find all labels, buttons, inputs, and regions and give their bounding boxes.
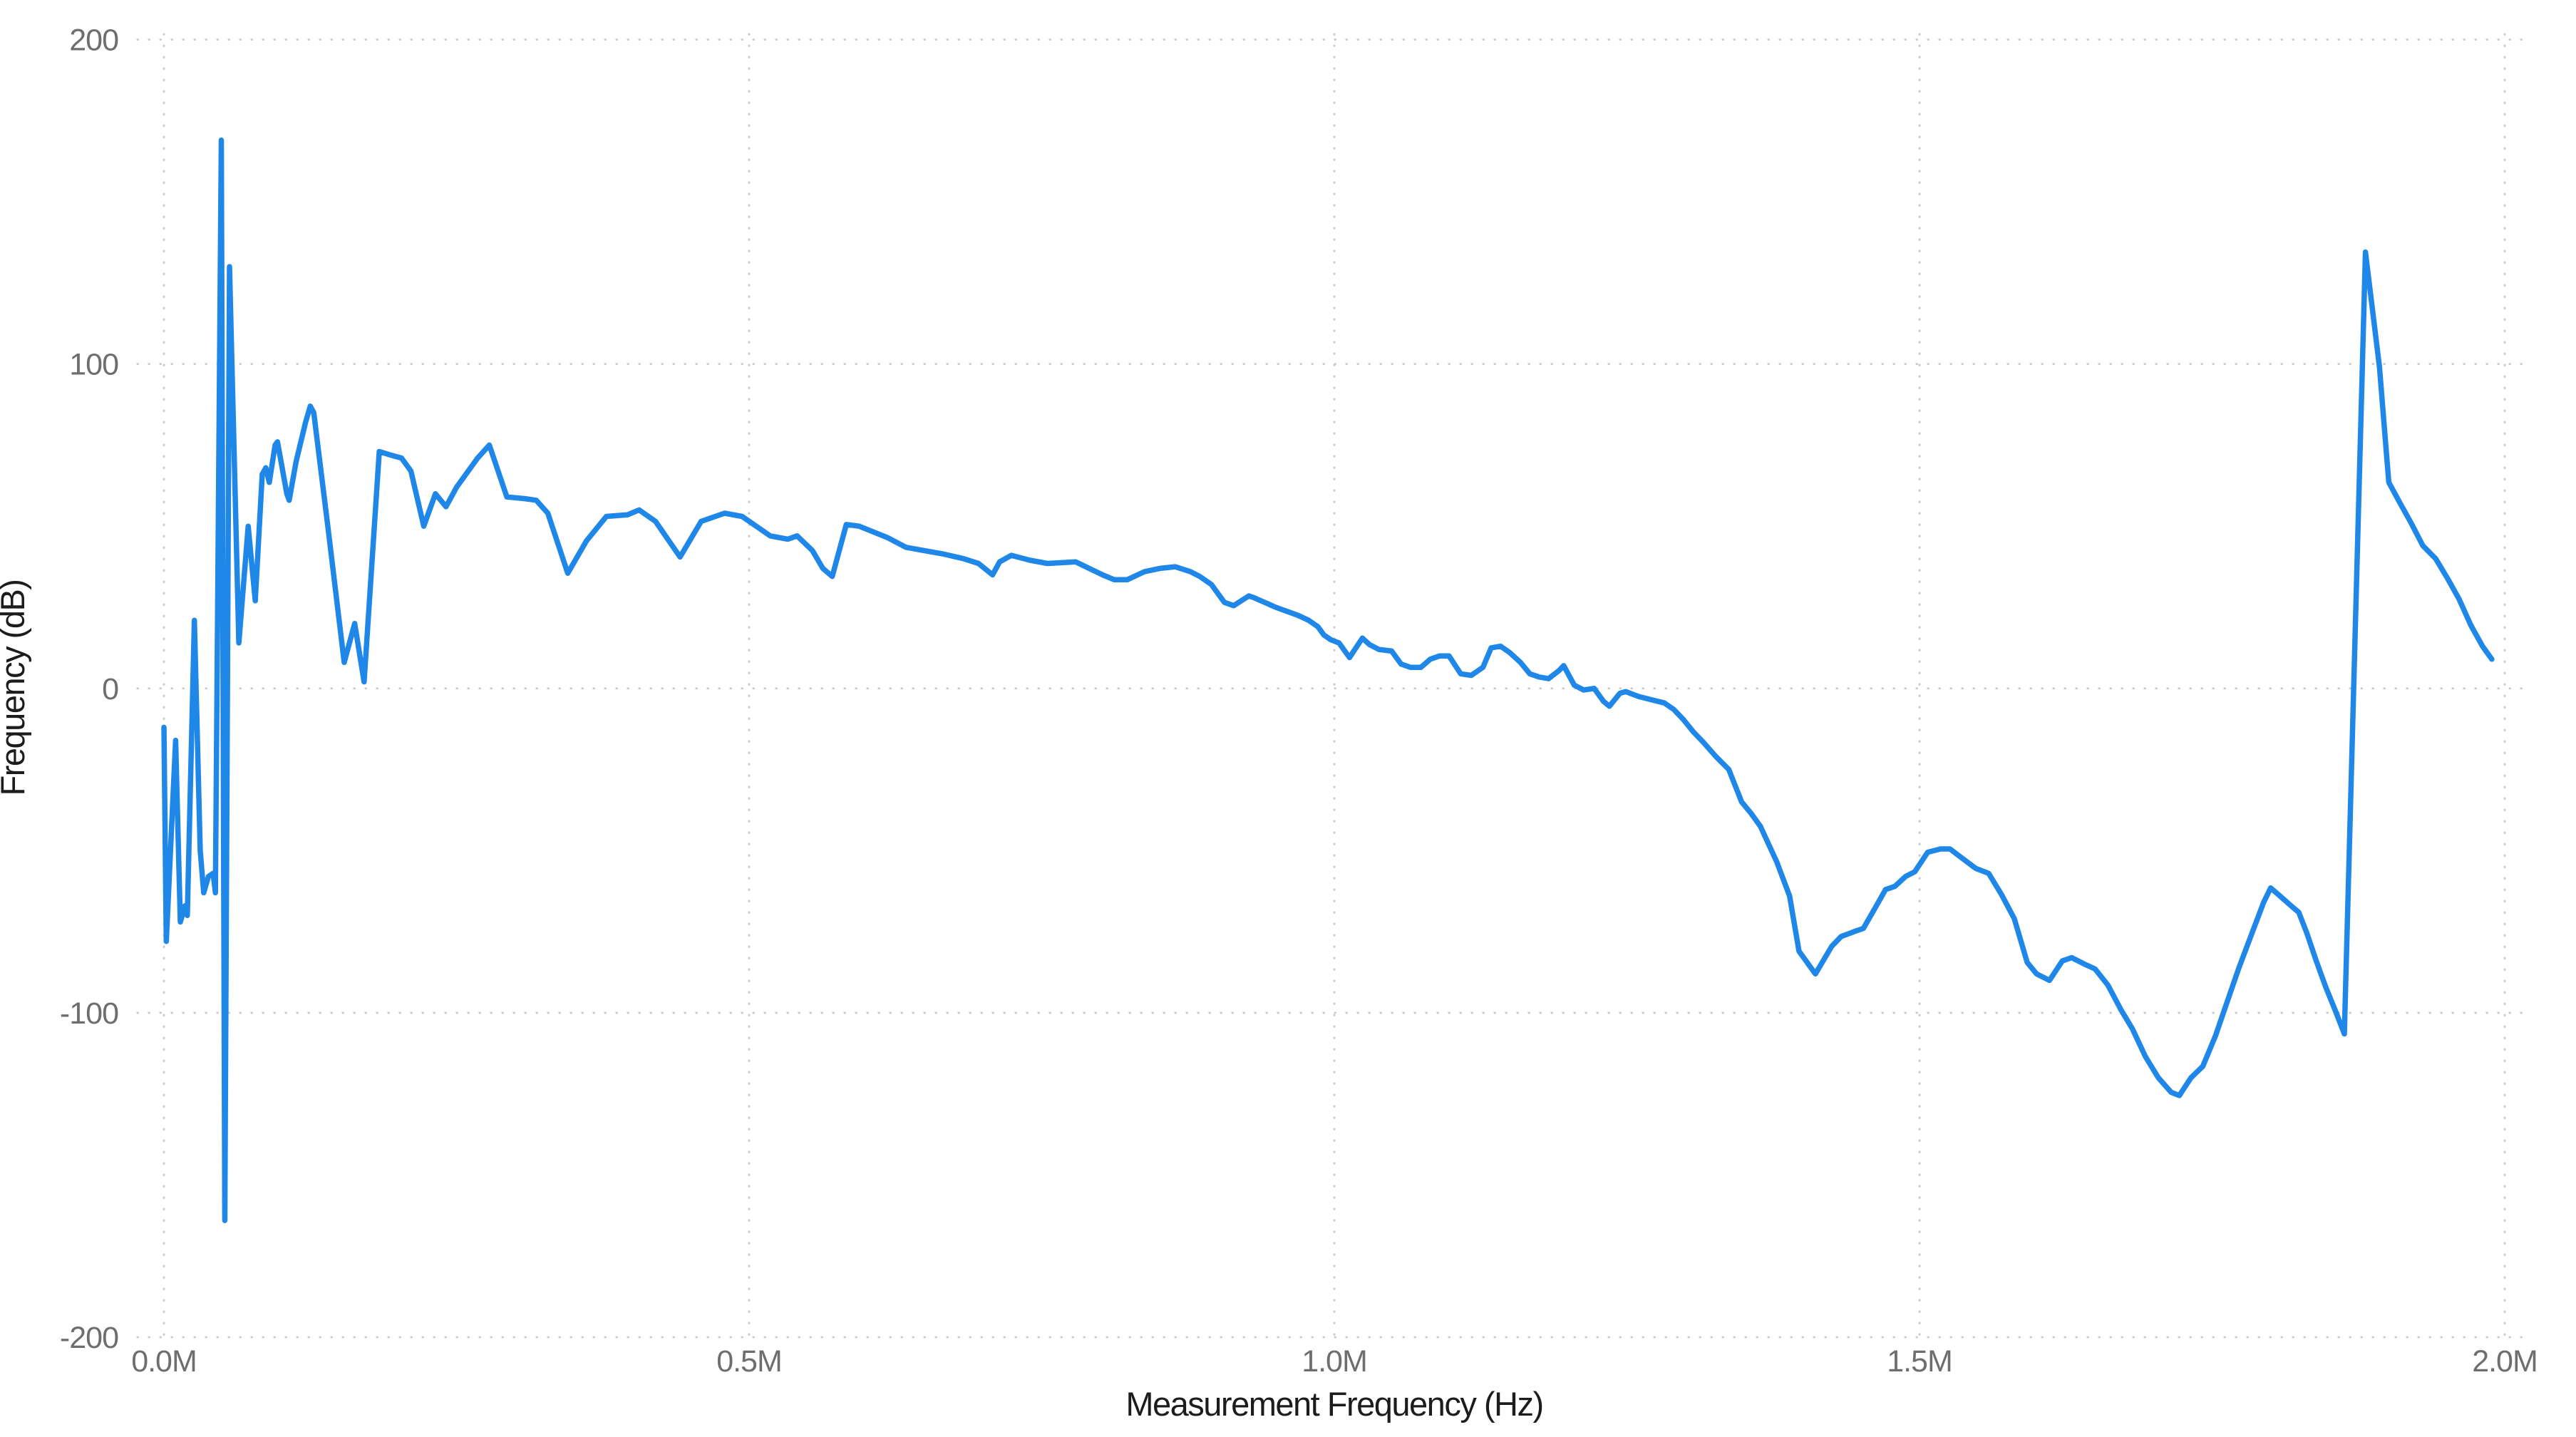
y-tick-label: -100 [60, 996, 118, 1031]
y-tick-label: 0 [102, 672, 118, 706]
y-axis-title: Frequency (dB) [0, 580, 31, 796]
x-tick-label: 0.0M [131, 1344, 197, 1379]
x-tick-label: 1.0M [1302, 1344, 1367, 1379]
x-axis-tick-labels: 0.0M 0.5M 1.0M 1.5M 2.0M [131, 1344, 2538, 1379]
horizontal-gridlines [136, 38, 2533, 1339]
y-tick-label: 100 [69, 348, 118, 382]
y-tick-label: -200 [60, 1321, 118, 1355]
x-tick-label: 0.5M [716, 1344, 782, 1379]
y-tick-label: 200 [69, 24, 118, 58]
y-axis-tick-labels: -200 -100 0 100 200 [60, 24, 119, 1356]
x-tick-label: 1.5M [1887, 1344, 1952, 1379]
data-series-line [161, 137, 2495, 1223]
x-tick-label: 2.0M [2472, 1344, 2538, 1379]
data-series [161, 137, 2495, 1223]
x-axis-title: Measurement Frequency (Hz) [1125, 1385, 1542, 1423]
vertical-gridlines [163, 33, 2506, 1343]
